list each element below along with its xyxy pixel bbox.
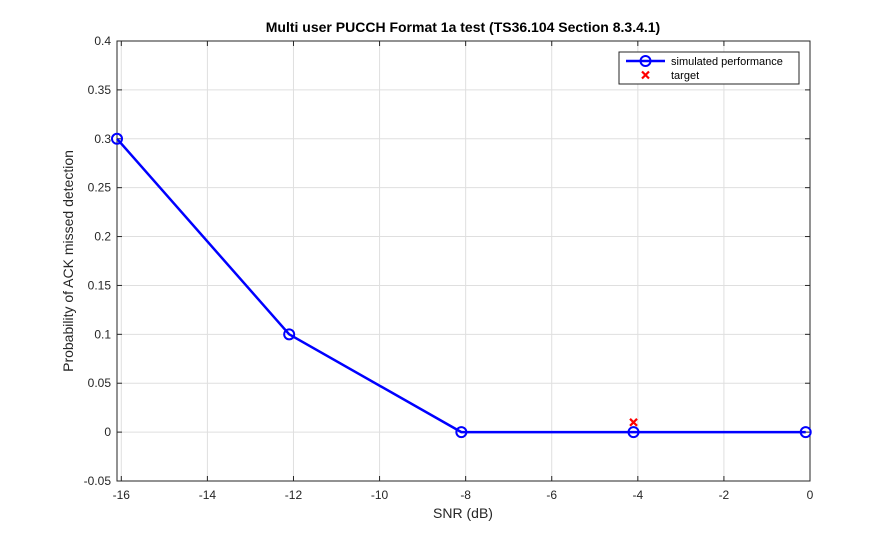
y-tick-label: 0.4 xyxy=(94,34,111,48)
x-tick-label: -8 xyxy=(460,488,471,502)
axes xyxy=(116,40,811,482)
legend: simulated performance target xyxy=(618,51,800,85)
plot-area xyxy=(117,41,810,481)
legend-marker-simulated-performance xyxy=(639,55,652,67)
chart-title: Multi user PUCCH Format 1a test (TS36.10… xyxy=(266,19,660,35)
y-axis-label: Probability of ACK missed detection xyxy=(60,150,76,372)
x-tick-label: -10 xyxy=(371,488,389,502)
x-tick-label: -14 xyxy=(199,488,217,502)
series-line-simulated-performance xyxy=(116,137,806,434)
data-point-simulated-performance xyxy=(627,426,640,439)
x-tick-label: -2 xyxy=(719,488,730,502)
x-tick-label: -12 xyxy=(285,488,303,502)
y-tick-label: 0 xyxy=(104,425,111,439)
axes-box xyxy=(116,40,811,482)
y-tick-label: 0.25 xyxy=(88,181,112,195)
y-tick-label: 0.1 xyxy=(94,327,111,341)
legend-entry-label: simulated performance xyxy=(671,56,783,68)
data-point-simulated-performance xyxy=(799,426,812,439)
y-tick-label: 0.15 xyxy=(88,278,112,292)
x-tick-label: 0 xyxy=(807,488,814,502)
series xyxy=(111,132,812,439)
y-tick-label: 0.35 xyxy=(88,83,112,97)
data-point-simulated-performance xyxy=(111,132,123,145)
legend-entry-label: target xyxy=(671,70,699,82)
data-point-simulated-performance xyxy=(283,328,296,341)
y-tick-label: 0.3 xyxy=(94,132,111,146)
y-tick-label: 0.05 xyxy=(88,376,112,390)
x-tick-label: -4 xyxy=(632,488,643,502)
legend-marker-target xyxy=(641,70,650,80)
y-tick-labels: -0.05 0 0.05 0.1 0.15 0.2 0.25 0.3 0.35 0.4 xyxy=(84,34,112,488)
x-tick-label: -6 xyxy=(546,488,557,502)
x-tick-label: -16 xyxy=(113,488,131,502)
y-tick-label: -0.05 xyxy=(84,474,112,488)
data-point-target xyxy=(629,418,638,427)
x-axis-label: SNR (dB) xyxy=(433,505,493,521)
y-tick-label: 0.2 xyxy=(94,230,111,244)
data-point-simulated-performance xyxy=(455,426,468,439)
x-tick-labels: -16 -14 -12 -10 -8 -6 -4 -2 0 xyxy=(113,488,814,502)
